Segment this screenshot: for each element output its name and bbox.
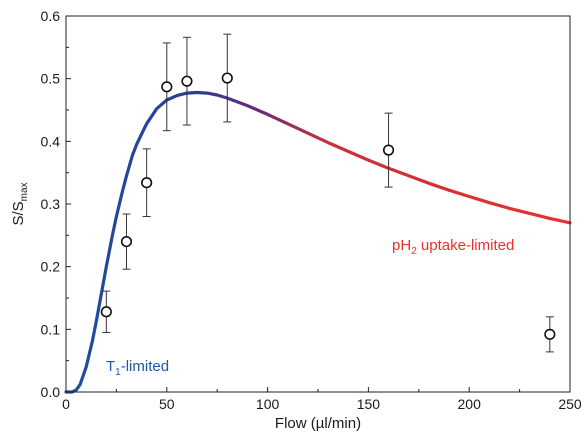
y-axis-ticks: 0.0 0.1 0.2 0.3 0.4 0.5 0.6 bbox=[41, 8, 71, 400]
data-point bbox=[221, 72, 233, 84]
model-curve bbox=[64, 90, 572, 394]
annotation-ph2-rest: uptake-limited bbox=[417, 237, 515, 254]
x-tick-label: 150 bbox=[357, 396, 381, 412]
x-tick-label: 0 bbox=[62, 396, 70, 412]
data-point bbox=[141, 177, 153, 189]
y-axis-title: S/Smax bbox=[10, 182, 30, 225]
annotation-t1-sub: 1 bbox=[115, 367, 121, 378]
x-axis-title: Flow (µl/min) bbox=[275, 415, 361, 432]
y-tick-label: 0.3 bbox=[41, 196, 61, 212]
data-point bbox=[382, 144, 395, 156]
annotation-t1-main: T bbox=[106, 358, 115, 375]
y-tick-label: 0.5 bbox=[41, 71, 61, 87]
x-axis-ticks: 0 50 100 150 200 250 bbox=[62, 387, 582, 412]
x-tick-label: 200 bbox=[458, 396, 482, 412]
data-points bbox=[100, 72, 556, 340]
annotation-t1-rest: -limited bbox=[121, 358, 169, 375]
data-point bbox=[161, 81, 173, 93]
x-tick-label: 100 bbox=[256, 396, 280, 412]
annotation-ph2-main: pH bbox=[392, 237, 411, 254]
error-bars bbox=[102, 33, 554, 353]
data-point bbox=[181, 75, 193, 87]
y-tick-label: 0.1 bbox=[41, 321, 61, 337]
y-tick-label: 0.0 bbox=[41, 384, 61, 400]
y-tick-label: 0.4 bbox=[41, 133, 61, 149]
data-point bbox=[100, 306, 112, 318]
annotation-ph2-sub: 2 bbox=[411, 246, 417, 257]
y-tick-label: 0.6 bbox=[41, 8, 61, 24]
annotation-t1-limited: T1-limited bbox=[106, 358, 169, 378]
y-axis-title-main: S/S bbox=[10, 201, 27, 225]
data-point bbox=[120, 236, 133, 248]
x-tick-label: 250 bbox=[558, 396, 582, 412]
data-point bbox=[544, 328, 556, 340]
annotation-ph2-uptake-limited: pH2 uptake-limited bbox=[392, 237, 514, 257]
x-tick-label: 50 bbox=[159, 396, 175, 412]
y-axis-title-sub: max bbox=[19, 182, 30, 201]
y-tick-label: 0.2 bbox=[41, 259, 61, 275]
